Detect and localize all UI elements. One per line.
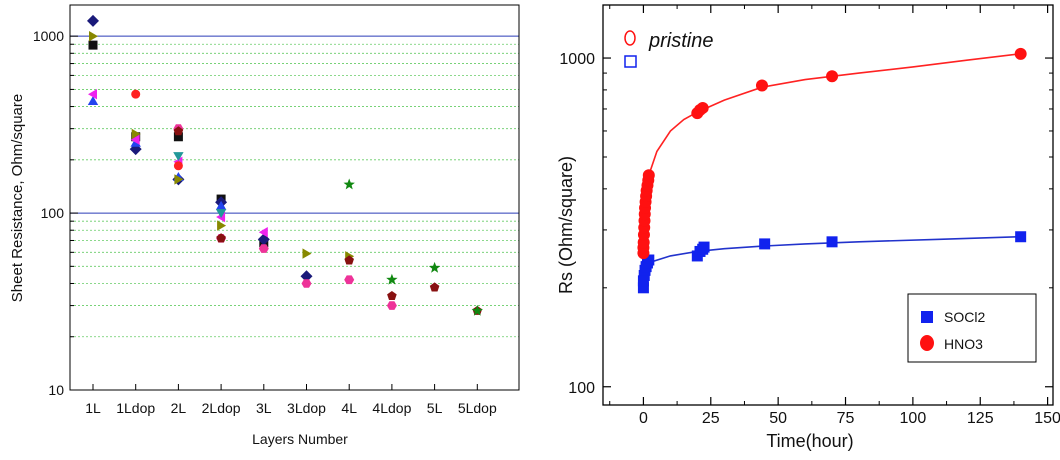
left-data-point	[428, 261, 441, 273]
right-x-tick-label: 0	[639, 410, 648, 427]
legend-box	[907, 293, 1037, 363]
left-y-ticks: 10 100 1000	[33, 28, 78, 398]
right-x-tick-label: 150	[1034, 410, 1060, 427]
right-data-point	[1015, 231, 1027, 243]
right-y-tick-label: 100	[568, 380, 595, 397]
right-x-tick-label: 125	[967, 410, 994, 427]
pristine-legend: pristine	[624, 30, 713, 68]
left-data-point	[258, 244, 269, 253]
right-data-point	[826, 70, 839, 83]
left-data-point	[131, 128, 141, 140]
right-x-tick-label: 25	[702, 410, 720, 427]
right-data-point	[642, 169, 655, 182]
right-data-point	[696, 101, 709, 114]
left-data-point	[173, 126, 184, 136]
legend-socl2-label: SOCl2	[944, 309, 985, 325]
left-plot-frame	[69, 4, 520, 391]
right-data-points	[637, 47, 1027, 294]
left-data-point	[88, 89, 97, 100]
left-x-tick-label: 5L	[427, 400, 443, 416]
right-y-tick-label: 1000	[559, 51, 595, 68]
left-x-tick-label: 2Ldop	[202, 400, 241, 416]
left-x-tick-label: 3L	[256, 400, 272, 416]
left-x-ticks: 1L 1Ldop 2L 2Ldop 3L 3Ldop 4L 4Ldop 5L 5Ldop	[85, 384, 497, 416]
left-data-point	[344, 255, 354, 265]
left-x-tick-label: 3Ldop	[287, 400, 326, 416]
left-x-tick-label: 1Ldop	[116, 400, 155, 416]
left-data-point	[216, 233, 226, 243]
left-x-tick-label: 4Ldop	[372, 400, 411, 416]
legend-hno3-circle-icon	[920, 335, 934, 351]
left-data-point	[343, 178, 355, 190]
left-data-point	[173, 132, 183, 142]
left-data-point	[88, 40, 98, 50]
right-x-ticks: 0 25 50 75 100 125 150	[609, 5, 1060, 427]
right-y-ticks: 100 1000	[559, 51, 1053, 397]
right-data-point	[826, 236, 838, 248]
left-x-tick-label: 4L	[341, 400, 357, 416]
left-data-point	[131, 89, 141, 99]
left-data-point	[387, 291, 397, 300]
left-data-point	[173, 152, 184, 162]
series-legend: SOCl2 HNO3	[907, 293, 1037, 363]
left-data-point	[302, 248, 312, 259]
right-chart: 100 1000 0 25 50 75 100 125 150 Time(hour) Rs (…	[556, 4, 1060, 451]
left-data-point	[173, 161, 183, 171]
left-data-point	[301, 279, 312, 288]
right-data-point	[637, 282, 649, 294]
left-x-tick-label: 1L	[85, 400, 101, 416]
left-y-tick-label: 100	[41, 205, 65, 221]
left-y-tick-label: 10	[48, 382, 64, 398]
left-data-point	[258, 227, 268, 238]
right-x-tick-label: 100	[900, 410, 927, 427]
left-data-point	[130, 134, 140, 145]
left-data-points	[87, 14, 483, 316]
right-x-axis-title: Time(hour)	[766, 431, 853, 451]
left-reference-lines	[70, 35, 519, 214]
right-data-point	[698, 241, 710, 253]
right-x-tick-label: 75	[837, 410, 855, 427]
right-data-point	[759, 238, 771, 250]
left-x-axis-title: Layers Number	[252, 431, 348, 447]
left-data-point	[87, 96, 99, 105]
left-data-point	[87, 14, 99, 27]
left-data-point	[215, 200, 227, 210]
left-minor-gridlines	[70, 43, 519, 338]
left-y-tick-label: 1000	[33, 28, 64, 44]
right-data-point	[1014, 47, 1027, 60]
left-x-tick-label: 2L	[171, 400, 187, 416]
pristine-label: pristine	[648, 30, 713, 52]
left-chart: 10 100 1000 1L 1Ldop 2L 2Ldop 3L 3Ldop 4L 4Ldop 5L…	[9, 4, 520, 447]
left-data-point	[174, 174, 184, 185]
right-x-tick-label: 50	[769, 410, 787, 427]
legend-socl2-square-icon	[921, 311, 933, 323]
right-data-point	[643, 254, 655, 266]
left-x-tick-label: 5Ldop	[458, 400, 497, 416]
pristine-blue-open-square-icon	[624, 55, 637, 68]
right-y-axis-title: Rs (Ohm/square)	[556, 156, 576, 294]
left-data-point	[429, 282, 440, 292]
left-data-point	[344, 275, 355, 285]
left-data-point	[300, 270, 313, 283]
left-data-point	[386, 301, 397, 310]
left-y-axis-title: Sheet Resistance, Ohm/square	[9, 94, 26, 302]
left-data-point	[386, 273, 398, 285]
left-data-point	[89, 31, 98, 42]
left-data-point	[215, 209, 227, 219]
right-fit-curve	[642, 53, 1021, 254]
legend-hno3-label: HNO3	[944, 336, 983, 352]
pristine-red-open-circle-icon	[624, 30, 636, 46]
left-data-point	[471, 304, 483, 316]
right-plot-frame	[602, 4, 1054, 406]
left-data-point	[217, 220, 227, 231]
right-data-point	[755, 79, 768, 92]
